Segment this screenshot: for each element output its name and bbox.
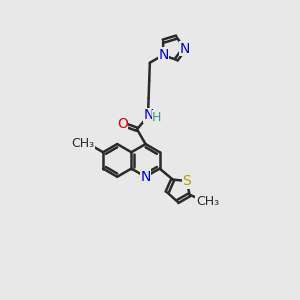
Text: S: S [182,174,191,188]
Text: H: H [152,111,162,124]
Text: CH₃: CH₃ [196,195,219,208]
Text: O: O [117,117,128,131]
Text: N: N [144,108,154,122]
Text: N: N [140,170,151,184]
Text: CH₃: CH₃ [71,137,94,150]
Text: N: N [158,48,169,62]
Text: N: N [180,42,190,56]
